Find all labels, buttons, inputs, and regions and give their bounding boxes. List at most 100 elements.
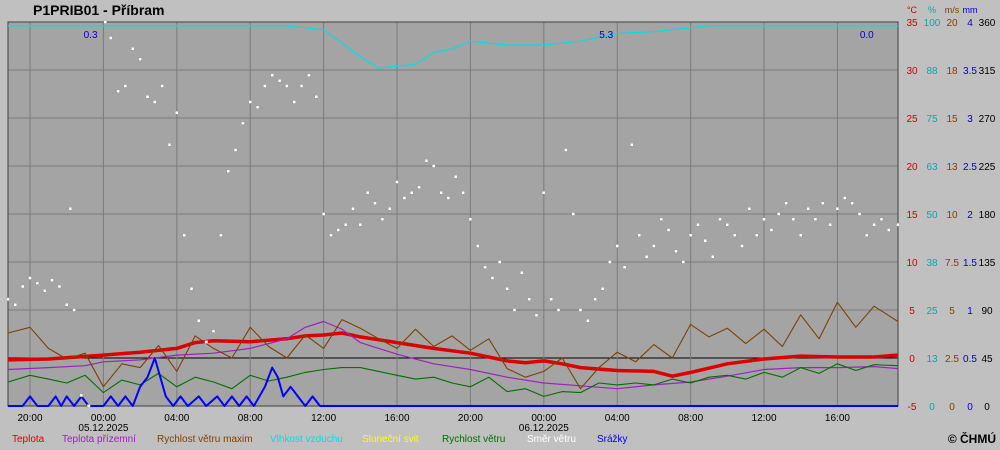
wind_ms-tick-label: 2.5 <box>945 354 959 365</box>
wind-direction-point <box>652 244 656 248</box>
x-tick-label: 16:00 <box>385 413 410 424</box>
wind-direction-point <box>380 217 385 222</box>
wind-direction-point <box>688 233 693 238</box>
wind-direction-point <box>248 100 252 104</box>
wind-direction-point <box>138 57 142 61</box>
temperature_c-tick-label: -5 <box>908 402 917 413</box>
humidity_pct-tick-label: 50 <box>926 210 938 221</box>
precip_mm-tick-label: 0.5 <box>963 354 977 365</box>
wind-direction-point <box>103 20 108 24</box>
wind-direction-point <box>57 284 62 289</box>
wind-direction-point <box>681 260 685 264</box>
wind_ms-tick-label: 7.5 <box>945 258 959 269</box>
x-tick-label: 12:00 <box>752 413 777 424</box>
wind-direction-point <box>733 233 737 238</box>
wind-direction-point <box>21 284 25 289</box>
wind-direction-point <box>578 308 583 312</box>
temperature_c-tick-label: 30 <box>906 66 918 77</box>
x-tick-label: 08:00 <box>238 413 263 424</box>
wind_ms-tick-label: 18 <box>946 66 958 77</box>
wind-direction-point <box>564 148 568 152</box>
wind-direction-point <box>872 222 876 227</box>
precip_mm-tick-label: 3 <box>967 114 973 125</box>
wind-direction-point <box>674 249 678 254</box>
wind_dir_deg-tick-label: 315 <box>979 66 996 77</box>
wind-direction-point <box>696 222 700 227</box>
wind-direction-point <box>600 287 605 291</box>
precip_mm-tick-label: 3.5 <box>963 66 977 77</box>
wind-direction-point <box>813 217 818 222</box>
wind-direction-point <box>314 94 318 99</box>
legend-item: Rychlost větru <box>442 434 506 445</box>
precip_mm-tick-label: 1.5 <box>963 258 977 269</box>
wind-direction-point <box>637 233 641 238</box>
wind-direction-point <box>417 185 421 190</box>
x-tick-label: 04:00 <box>164 413 189 424</box>
x-tick-label: 20:00 <box>458 413 483 424</box>
wind-direction-point <box>718 217 722 222</box>
wind-direction-point <box>520 271 524 275</box>
wind_ms-tick-label: 5 <box>949 306 955 317</box>
wind-direction-point <box>263 84 267 88</box>
wind_ms-tick-label: 13 <box>946 162 958 173</box>
wind-direction-point <box>747 206 752 211</box>
temperature_c-tick-label: 0 <box>909 354 915 365</box>
date-label: 06.12.2025 <box>519 423 569 434</box>
series-line <box>8 357 898 407</box>
wind-direction-point <box>549 297 553 301</box>
temperature_c-tick-label: 35 <box>906 18 918 29</box>
wind-direction-point <box>116 89 120 94</box>
humidity-value-label: 0.3 <box>84 30 98 41</box>
wind-direction-point <box>351 206 355 211</box>
series-line <box>8 25 898 69</box>
axis-unit-label: % <box>928 5 936 15</box>
wind-direction-point <box>299 84 304 88</box>
x-tick-label: 00:00 <box>91 413 116 424</box>
precip_mm-tick-label: 4 <box>967 18 973 29</box>
wind-direction-point <box>72 308 76 312</box>
wind-direction-point <box>505 287 509 291</box>
wind-direction-point <box>835 206 840 211</box>
precip_mm-tick-label: 2.5 <box>963 162 977 173</box>
wind-direction-point <box>608 260 612 264</box>
units-layer: °C% m/s mm <box>907 5 978 15</box>
wind-direction-point <box>233 148 238 152</box>
wind-direction-point <box>762 217 766 222</box>
humidity_pct-tick-label: 38 <box>926 258 938 269</box>
legend-item: Rychlost větru maxim <box>157 434 253 445</box>
humidity_pct-tick-label: 63 <box>926 162 938 173</box>
wind_ms-tick-label: 10 <box>946 210 958 221</box>
wind-direction-point <box>468 217 473 222</box>
wind-direction-point <box>490 276 495 280</box>
wind-direction-point <box>769 228 774 232</box>
wind_ms-tick-label: 0 <box>949 402 955 413</box>
wind-direction-point <box>799 233 803 238</box>
wind-direction-point <box>402 196 407 200</box>
wind-direction-point <box>167 142 172 147</box>
humidity_pct-tick-label: 75 <box>926 114 938 125</box>
wind-direction-point <box>226 169 230 174</box>
wind_dir_deg-tick-label: 90 <box>981 306 993 317</box>
wind_dir_deg-tick-label: 45 <box>981 354 993 365</box>
wind-direction-point <box>777 212 781 216</box>
humidity_pct-tick-label: 100 <box>924 18 941 29</box>
wind-direction-point <box>483 265 487 269</box>
wind-direction-point <box>865 233 869 238</box>
humidity_pct-tick-label: 13 <box>926 354 938 365</box>
wind-direction-point <box>659 217 663 222</box>
wind-direction-point <box>28 276 32 280</box>
wind_dir_deg-tick-label: 0 <box>984 402 990 413</box>
wind-direction-point <box>86 404 91 408</box>
wind_dir_deg-tick-label: 135 <box>979 258 996 269</box>
wind-direction-point <box>740 244 744 248</box>
axis-unit-label: m/s <box>945 5 960 15</box>
humidity_pct-tick-label: 0 <box>929 402 935 413</box>
humidity-value-label: 5.3 <box>599 30 613 41</box>
wind-direction-point <box>454 174 458 179</box>
wind_dir_deg-tick-label: 270 <box>979 114 996 125</box>
wind-direction-point <box>6 297 10 301</box>
humidity_pct-tick-label: 88 <box>926 66 938 77</box>
wind-direction-point <box>277 78 282 83</box>
wind-direction-point <box>630 142 634 147</box>
wind-direction-point <box>189 287 194 291</box>
